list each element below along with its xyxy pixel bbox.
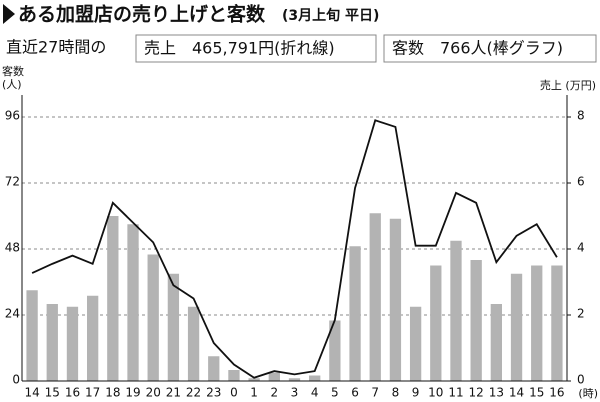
x-unit-label: (時)	[578, 387, 598, 400]
bar	[288, 378, 301, 381]
y-axis-label: 客数(人)	[2, 64, 24, 91]
bar	[187, 306, 200, 381]
bar	[46, 304, 58, 381]
y-tick-label: 24	[5, 307, 20, 321]
sales-summary: 売上 465,791円(折れ線)	[144, 39, 335, 58]
y2-tick-label: 6	[577, 175, 585, 189]
x-tick-label: 17	[85, 386, 100, 400]
y-tick-label: 72	[5, 175, 20, 189]
x-tick-label: 15	[45, 386, 60, 400]
x-tick-label: 4	[311, 386, 319, 400]
bar	[26, 290, 38, 381]
bar	[349, 246, 361, 381]
bar	[309, 375, 321, 381]
period-label: 直近27時間の	[6, 38, 106, 57]
y2-axis-label: 売上 (万円)	[540, 79, 596, 92]
bar	[409, 306, 422, 381]
bar	[329, 320, 341, 381]
bar	[470, 260, 482, 381]
x-tick-label: 11	[448, 386, 463, 400]
x-tick-label: 6	[351, 386, 359, 400]
bar	[228, 370, 240, 381]
bar	[510, 273, 523, 381]
chart-subtitle: (3月上旬 平日)	[282, 7, 379, 24]
bar	[430, 265, 442, 381]
x-tick-label: 9	[412, 386, 420, 400]
y2-tick-label: 2	[577, 307, 585, 321]
x-tick-label: 16	[65, 386, 80, 400]
y2-tick-label: 8	[577, 109, 585, 123]
bar	[531, 265, 543, 381]
bar	[551, 265, 563, 381]
x-tick-label: 20	[146, 386, 161, 400]
x-tick-label: 14	[24, 386, 39, 400]
bar	[66, 306, 79, 381]
x-tick-label: 8	[392, 386, 400, 400]
bar	[208, 356, 220, 381]
x-tick-label: 14	[509, 386, 524, 400]
x-tick-label: 18	[105, 386, 120, 400]
x-tick-label: 19	[125, 386, 140, 400]
x-tick-label: 12	[469, 386, 484, 400]
x-tick-label: 16	[549, 386, 564, 400]
bar	[450, 240, 462, 381]
y-tick-label: 0	[12, 373, 20, 387]
x-tick-label: 13	[489, 386, 504, 400]
y-tick-label: 96	[5, 109, 20, 123]
x-tick-label: 5	[331, 386, 339, 400]
customers-box	[383, 34, 597, 63]
chart-title: ある加盟店の売り上げと客数	[18, 3, 266, 26]
y2-tick-label: 0	[577, 373, 585, 387]
bar	[389, 218, 402, 381]
x-tick-label: 2	[270, 386, 278, 400]
bar	[369, 213, 381, 381]
bar	[268, 372, 280, 381]
y2-tick-label: 4	[577, 241, 585, 255]
customers-summary: 客数 766人(棒グラフ)	[392, 39, 563, 58]
x-tick-label: 0	[230, 386, 238, 400]
sales-line	[31, 119, 558, 379]
x-tick-label: 10	[428, 386, 443, 400]
x-tick-label: 22	[186, 386, 201, 400]
sales-box	[135, 34, 377, 63]
x-tick-label: 3	[291, 386, 299, 400]
x-tick-label: 21	[166, 386, 181, 400]
title-marker	[3, 4, 15, 24]
x-tick-label: 23	[206, 386, 221, 400]
bar	[147, 254, 159, 381]
y-tick-label: 48	[5, 241, 20, 255]
bar	[248, 378, 260, 381]
bar	[490, 304, 503, 381]
bar	[127, 224, 139, 381]
x-tick-label: 15	[529, 386, 544, 400]
x-tick-label: 7	[371, 386, 379, 400]
bar	[86, 295, 99, 381]
bar	[167, 273, 180, 381]
x-tick-label: 1	[250, 386, 258, 400]
bar	[107, 216, 119, 381]
